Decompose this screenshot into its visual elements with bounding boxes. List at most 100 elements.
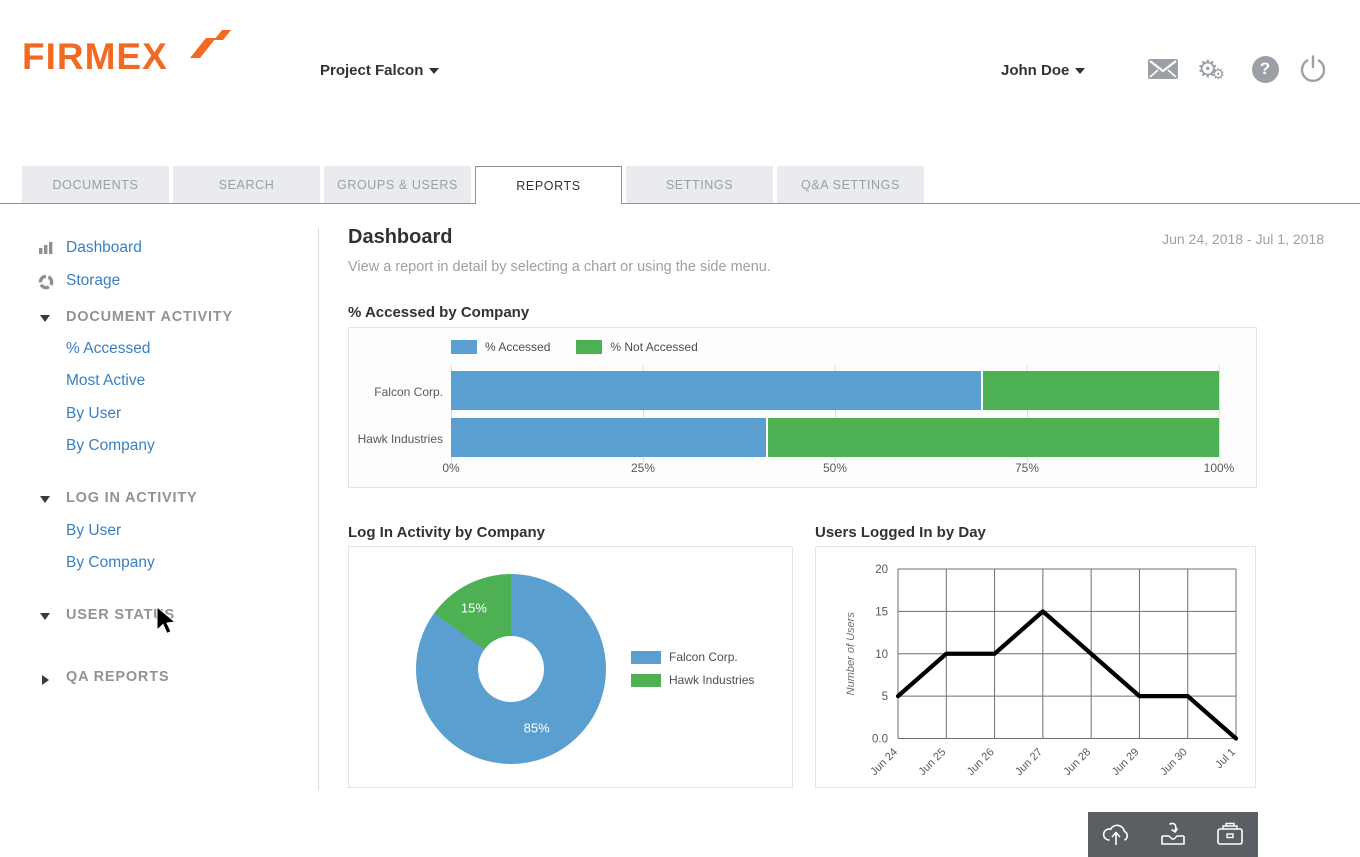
gear-icon: ⚙ xyxy=(1197,55,1219,83)
storage-donut-icon xyxy=(38,274,54,290)
slice-label-hawk: 15% xyxy=(460,600,487,616)
tab-settings[interactable]: SETTINGS xyxy=(626,166,773,203)
sidebar-section-qa-reports[interactable]: QA REPORTS xyxy=(0,668,318,690)
svg-text:Jun 26: Jun 26 xyxy=(965,746,997,778)
svg-text:Jun 30: Jun 30 xyxy=(1158,746,1190,778)
tab-search[interactable]: SEARCH xyxy=(173,166,320,203)
sidebar-item-by-company-login[interactable]: By Company xyxy=(0,554,318,576)
bar-row-hawk xyxy=(451,418,1219,457)
sidebar-link-label: By User xyxy=(66,405,122,422)
gear-small-icon: ⚙ xyxy=(1211,64,1225,83)
legend-label: % Not Accessed xyxy=(610,340,698,354)
legend-item-hawk: Hawk Industries xyxy=(631,673,754,687)
sidebar-item-by-user-login[interactable]: By User xyxy=(0,522,318,544)
x-tick: 75% xyxy=(1014,461,1040,475)
bar-chart-gridlines xyxy=(451,365,1220,462)
tab-documents[interactable]: DOCUMENTS xyxy=(22,166,169,203)
sidebar-link-label: % Accessed xyxy=(66,340,151,357)
page-subtitle: View a report in detail by selecting a c… xyxy=(348,259,771,275)
tab-bar: DOCUMENTS SEARCH GROUPS & USERS REPORTS … xyxy=(0,166,1360,204)
sidebar-item-dashboard[interactable]: Dashboard xyxy=(0,239,318,261)
sidebar-link-label: By Company xyxy=(66,554,155,571)
svg-text:0.0: 0.0 xyxy=(872,734,888,746)
sidebar-item-by-user-documents[interactable]: By User xyxy=(0,405,318,427)
svg-text:Jun 29: Jun 29 xyxy=(1110,746,1142,778)
bar-segment-not-accessed-hawk[interactable] xyxy=(765,418,1219,457)
legend-item-falcon: Falcon Corp. xyxy=(631,650,754,664)
triangle-down-icon xyxy=(40,496,50,503)
bottom-toolbar xyxy=(1088,812,1258,857)
bar-chart-title: % Accessed by Company xyxy=(348,304,530,321)
receive-button[interactable] xyxy=(1156,818,1190,850)
mail-icon xyxy=(1148,59,1178,79)
archive-button[interactable] xyxy=(1213,818,1247,850)
triangle-down-icon xyxy=(40,315,50,322)
triangle-down-icon xyxy=(40,613,50,620)
cloud-upload-icon xyxy=(1103,824,1129,845)
sidebar-section-log-in-activity[interactable]: LOG IN ACTIVITY xyxy=(0,489,318,511)
file-drawer-icon xyxy=(1216,822,1243,845)
firmex-logo: FIRMEX xyxy=(22,36,168,77)
svg-text:Number of Users: Number of Users xyxy=(845,612,857,696)
user-menu[interactable]: John Doe xyxy=(1001,62,1086,79)
sidebar-item-most-active[interactable]: Most Active xyxy=(0,372,318,394)
bar-category-label: Falcon Corp. xyxy=(374,385,443,399)
chevron-down-icon xyxy=(1075,68,1086,75)
sidebar-section-label: LOG IN ACTIVITY xyxy=(66,490,198,506)
logout-button[interactable] xyxy=(1296,54,1330,84)
legend-swatch-blue xyxy=(631,650,661,664)
line-chart-panel[interactable]: 0.0 5 10 15 20 Jun 24 Jun 25 Jun 26 Jun 27 Jun 28… xyxy=(815,546,1256,788)
bar-category-label: Hawk Industries xyxy=(357,432,443,446)
legend-swatch-blue xyxy=(451,340,477,354)
svg-text:Jun 24: Jun 24 xyxy=(868,746,900,778)
legend-item-not-accessed: % Not Accessed xyxy=(576,340,698,354)
bar-segment-not-accessed-falcon[interactable] xyxy=(980,371,1219,410)
tab-qa-settings[interactable]: Q&A SETTINGS xyxy=(777,166,924,203)
legend-label: % Accessed xyxy=(485,340,551,354)
bar-chart-icon xyxy=(39,242,53,254)
project-selector[interactable]: Project Falcon xyxy=(320,62,440,79)
sidebar-link-label: By Company xyxy=(66,437,155,454)
donut-hole xyxy=(478,636,544,702)
legend-item-accessed: % Accessed xyxy=(451,340,550,354)
tab-reports[interactable]: REPORTS xyxy=(475,166,622,204)
donut-chart-panel[interactable]: 15% 85% Falcon Corp. Hawk Industries xyxy=(348,546,793,788)
line-chart-svg: 0.0 5 10 15 20 Jun 24 Jun 25 Jun 26 Jun 27 Jun 28… xyxy=(845,564,1238,778)
sidebar-link-label: Storage xyxy=(66,272,121,289)
sidebar-section-user-status[interactable]: USER STATUS xyxy=(0,606,318,628)
settings-button[interactable]: ⚙ ⚙ xyxy=(1194,54,1228,84)
bar-chart-x-axis: 0% 25% 50% 75% 100% xyxy=(442,461,1234,477)
bar-segment-accessed-falcon[interactable] xyxy=(451,371,981,410)
power-icon xyxy=(1300,55,1326,82)
sidebar-item-percent-accessed[interactable]: % Accessed xyxy=(0,340,318,362)
mail-button[interactable] xyxy=(1146,54,1180,84)
upload-button[interactable] xyxy=(1099,818,1133,850)
mouse-cursor xyxy=(156,606,177,635)
x-tick: 50% xyxy=(822,461,848,475)
triangle-right-icon xyxy=(42,675,49,685)
chevron-down-icon xyxy=(429,68,440,75)
user-menu-label: John Doe xyxy=(1001,62,1070,79)
slice-label-falcon: 85% xyxy=(523,720,550,736)
help-icon: ? xyxy=(1251,55,1279,83)
tray-download-icon xyxy=(1161,822,1185,845)
svg-text:20: 20 xyxy=(875,564,888,576)
sidebar-item-by-company-documents[interactable]: By Company xyxy=(0,437,318,459)
bar-chart-legend: % Accessed % Not Accessed xyxy=(451,340,698,354)
tab-groups-users[interactable]: GROUPS & USERS xyxy=(324,166,471,203)
sidebar-section-label: QA REPORTS xyxy=(66,669,170,685)
bar-segment-accessed-hawk[interactable] xyxy=(451,418,766,457)
bar-chart-panel[interactable]: % Accessed % Not Accessed Falcon Corp. H… xyxy=(348,327,1257,488)
legend-swatch-green xyxy=(576,340,603,354)
donut-chart-title: Log In Activity by Company xyxy=(348,524,545,541)
svg-text:Jul 1: Jul 1 xyxy=(1213,746,1238,771)
sidebar-section-label: DOCUMENT ACTIVITY xyxy=(66,309,233,325)
help-button[interactable]: ? xyxy=(1248,54,1282,84)
sidebar-item-storage[interactable]: Storage xyxy=(0,272,318,294)
x-tick: 25% xyxy=(630,461,656,475)
legend-label: Falcon Corp. xyxy=(669,650,738,664)
sidebar-section-document-activity[interactable]: DOCUMENT ACTIVITY xyxy=(0,308,318,330)
svg-text:15: 15 xyxy=(875,606,888,618)
donut-chart[interactable]: 15% 85% xyxy=(416,574,606,764)
svg-text:5: 5 xyxy=(882,691,888,703)
